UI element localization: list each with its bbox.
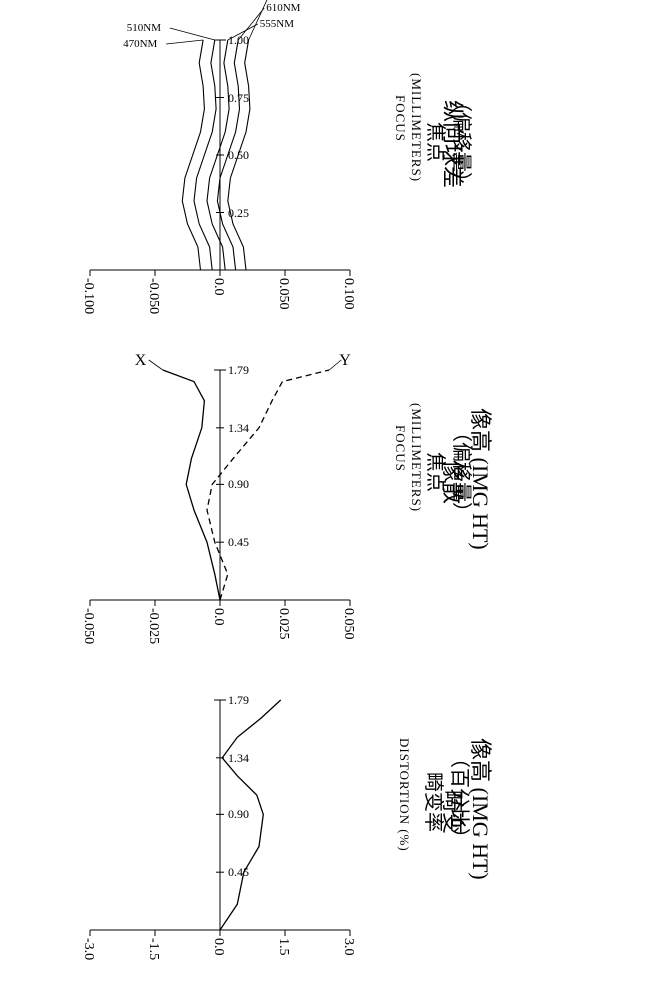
astig-ytick: 0.45 [228,535,249,550]
distortion-xtick: -3.0 [80,938,96,960]
spherical-xtick: -0.100 [80,278,96,314]
panel-astigmatism [0,350,646,660]
chart-distortion [90,700,350,930]
distortion-xlabel-en: DISTORTION (%) [396,738,412,852]
panel-distortion [0,680,646,990]
astig-xlabel-cn-1: 焦点 [423,452,452,492]
astig-xtick: 0.025 [275,608,291,640]
astig-xtick: -0.050 [80,608,96,644]
spherical-xlabel-cn-1: 焦点 [423,122,452,162]
astig-xlabel-en-2: (MILLIMETERS) [408,403,424,512]
distortion-ytick: 1.34 [228,751,249,766]
astig-xlabel-en-1: FOCUS [392,425,408,472]
distortion-xtick: -1.5 [145,938,161,960]
distortion-xtick: 0.0 [210,938,226,956]
spherical-xtick: 0.050 [275,278,291,310]
page-root: 0.25 0.50 0.75 1.00 -0.100 -0.050 0.0 0.050 0.10… [0,0,646,1000]
wavelength-label: 510NM [127,22,161,34]
distortion-xtick: 1.5 [275,938,291,956]
distortion-xlabel-cn-2: （百分比） [447,748,476,848]
chart-spherical [90,40,350,270]
astig-ytick: 0.90 [228,477,249,492]
spherical-xtick: -0.050 [145,278,161,314]
wavelength-label: 555NM [260,18,294,30]
astig-xlabel-cn-2: （偏移量） [449,422,478,522]
spherical-ytick: 0.25 [228,206,249,221]
wavelength-label: 610NM [266,2,300,14]
spherical-xlabel-cn-2: （偏移量） [449,92,478,192]
spherical-xtick: 0.0 [210,278,226,296]
spherical-ytick: 1.00 [228,33,249,48]
astig-xtick: -0.025 [145,608,161,644]
astig-ytick: 1.79 [228,363,249,378]
spherical-ytick: 0.75 [228,91,249,106]
spherical-xlabel-en-1: FOCUS [392,95,408,142]
astig-ytick: 1.34 [228,421,249,436]
distortion-xlabel-cn-1: 畸变率 [421,772,450,832]
astig-xtick: 0.050 [340,608,356,640]
astig-series-y-label: Y [339,352,351,370]
astig-series-x-label: X [135,352,147,370]
chart-spherical-svg [90,40,350,270]
chart-astigmatism [90,370,350,600]
spherical-xtick: 0.100 [340,278,356,310]
panel-spherical-aberration [0,20,646,330]
distortion-ytick: 0.45 [228,865,249,880]
distortion-ytick: 1.79 [228,693,249,708]
astig-xtick: 0.0 [210,608,226,626]
distortion-xtick: 3.0 [340,938,356,956]
chart-distortion-svg [90,700,350,930]
spherical-ytick: 0.50 [228,148,249,163]
distortion-ytick: 0.90 [228,807,249,822]
wavelength-label: 470NM [123,38,157,50]
chart-astigmatism-svg [90,370,350,600]
spherical-xlabel-en-2: (MILLIMETERS) [408,73,424,182]
